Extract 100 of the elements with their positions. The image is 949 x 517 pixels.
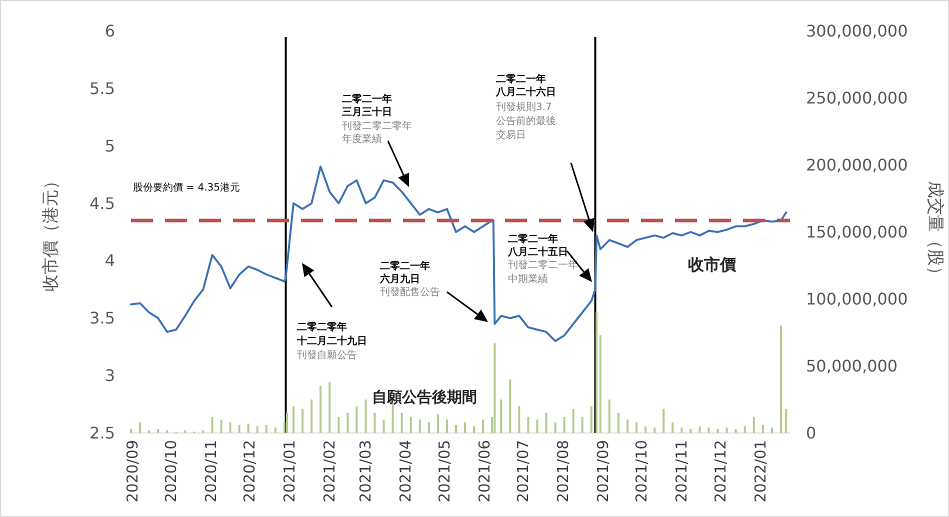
bar — [382, 420, 385, 433]
bar — [320, 386, 322, 433]
x-tick-label: 2021/11 — [672, 440, 691, 502]
bar — [716, 428, 719, 433]
bar — [636, 422, 638, 433]
x-tick-label: 2021/12 — [711, 440, 730, 502]
bar — [690, 428, 692, 433]
bar — [536, 420, 538, 433]
bar — [202, 430, 204, 433]
annotation: 刊發自願公告 — [297, 349, 357, 361]
annotation: 公告前的最後 — [496, 115, 556, 127]
bar — [500, 400, 502, 433]
annotation: 中期業績 — [508, 273, 548, 285]
bar — [238, 424, 240, 433]
bar — [509, 379, 512, 433]
y-tick-label: 4.5 — [90, 194, 115, 213]
bar — [734, 428, 737, 433]
bar — [581, 416, 584, 433]
x-tick-label: 2021/08 — [554, 440, 572, 502]
annotation: 自願公告後期間 — [372, 388, 477, 406]
x-tick-label: 2021/10 — [632, 440, 651, 502]
bar — [229, 422, 232, 433]
y2-tick-label: 300,000,000 — [806, 22, 908, 40]
annotation: 刊發二零二零年 — [342, 120, 412, 132]
annotation: 十二月二十九日 — [296, 335, 367, 347]
x-tick-label: 2022/01 — [751, 440, 770, 502]
x-tick-label: 2021/05 — [435, 440, 454, 502]
y-tick-label: 3 — [104, 366, 115, 386]
bar — [518, 406, 520, 433]
bar — [400, 412, 403, 433]
bar — [762, 424, 764, 433]
annotation: 年度業績 — [342, 133, 382, 145]
annotation: 二零二一年 — [380, 260, 430, 272]
bar — [418, 420, 421, 433]
x-tick-label: 2020/12 — [240, 440, 259, 502]
bar — [148, 430, 150, 433]
bar — [626, 420, 629, 433]
ref-line-label: 股份要約價 = 4.35港元 — [133, 182, 240, 194]
bar — [572, 408, 574, 433]
bar — [482, 420, 484, 433]
bar — [672, 422, 674, 433]
x-tick-label: 2021/02 — [320, 440, 339, 502]
bar — [454, 424, 457, 433]
bar — [338, 416, 340, 433]
bar — [166, 430, 168, 433]
x-tick-label: 2020/09 — [123, 440, 142, 502]
bar — [494, 343, 496, 433]
bar — [563, 416, 566, 433]
bar — [364, 400, 367, 433]
annotation: 三月三十日 — [342, 106, 392, 118]
annotation: 六月九日 — [379, 273, 420, 285]
bar — [139, 422, 142, 433]
bar — [184, 430, 186, 433]
annotation: 二零二一年 — [496, 73, 546, 85]
bar — [247, 424, 250, 433]
y-tick-label: 5.5 — [90, 78, 115, 98]
x-tick-label: 2021/06 — [475, 440, 494, 502]
bar — [780, 326, 782, 433]
y-tick-label: 4 — [104, 251, 115, 270]
y2-tick-label: 50,000,000 — [806, 356, 898, 376]
annotation: 刊發規則3.7 — [496, 101, 552, 113]
bar — [436, 414, 439, 433]
bar — [302, 408, 304, 433]
bar — [292, 406, 294, 433]
bar — [356, 406, 358, 433]
bar — [608, 400, 610, 433]
series-label: 收市價 — [688, 255, 737, 274]
y-tick-label: 3.5 — [90, 308, 115, 328]
bar — [770, 428, 773, 433]
bar — [428, 422, 430, 433]
bar — [473, 426, 476, 433]
bar — [644, 426, 647, 433]
bar — [328, 382, 331, 433]
bar — [752, 416, 755, 433]
y-tick-label: 6 — [104, 22, 115, 40]
bar — [265, 424, 268, 433]
bar — [130, 428, 132, 433]
x-tick-label: 2021/04 — [396, 440, 415, 502]
y-axis-title: 收市價（港元） — [41, 172, 61, 292]
y-tick-label: 5 — [104, 136, 115, 156]
annotation: 八月二十六日 — [495, 86, 556, 98]
bar — [744, 426, 746, 433]
bar — [392, 404, 394, 433]
annotation: 二零二一年 — [342, 93, 392, 105]
bar — [545, 412, 548, 433]
bar — [256, 426, 258, 433]
bar — [599, 335, 602, 433]
bar — [374, 412, 376, 433]
x-tick-label: 2021/07 — [514, 440, 532, 502]
bar — [680, 428, 683, 433]
bar — [274, 428, 276, 433]
y2-tick-label: 250,000,000 — [806, 88, 908, 108]
annotation: 刊發二零二一年 — [508, 259, 578, 271]
bar — [310, 400, 313, 433]
x-tick-label: 2021/03 — [356, 440, 375, 502]
y2-tick-label: 200,000,000 — [806, 156, 908, 174]
bar — [708, 428, 710, 433]
bar — [662, 408, 665, 433]
bar — [554, 422, 556, 433]
bar — [698, 426, 701, 433]
